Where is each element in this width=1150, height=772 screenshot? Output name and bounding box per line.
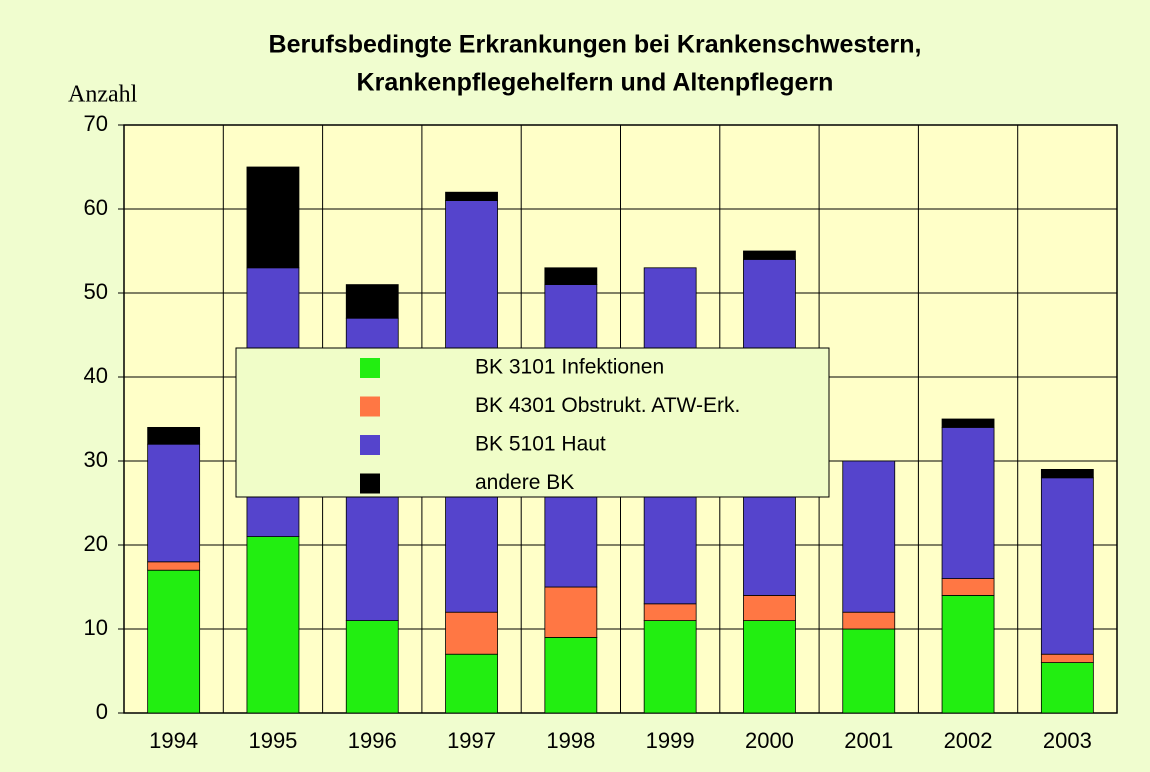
bar-segment — [1040, 477, 1094, 655]
bar-segment — [345, 284, 399, 319]
bar-segment — [1040, 653, 1094, 664]
bar-segment — [941, 426, 995, 579]
y-tick-label: 30 — [84, 447, 108, 472]
x-tick-label: 1994 — [149, 728, 198, 753]
bar-segment — [743, 620, 796, 714]
y-tick-label: 50 — [84, 279, 108, 304]
bar-segment — [147, 569, 201, 714]
y-tick-label: 60 — [84, 195, 108, 220]
bar-segment — [842, 628, 896, 714]
legend-label: BK 3101 Infektionen — [475, 356, 664, 379]
y-axis-label: Anzahl — [68, 82, 138, 108]
bar-segment — [445, 191, 498, 201]
x-tick-label: 2003 — [1043, 728, 1092, 753]
x-tick-label: 2000 — [745, 728, 794, 753]
x-tick-label: 2002 — [944, 728, 993, 753]
legend-label: andere BK — [475, 471, 574, 494]
bar-segment — [643, 620, 697, 714]
y-tick-label: 10 — [84, 615, 108, 640]
legend-swatch — [360, 435, 380, 455]
x-tick-label: 1995 — [248, 728, 297, 753]
bar-segment — [147, 426, 201, 445]
bar-segment — [246, 536, 300, 714]
bar-segment — [1040, 468, 1094, 479]
chart-title-line: Krankenpflegehelfern und Altenpflegern — [357, 69, 834, 97]
x-tick-label: 2001 — [844, 728, 893, 753]
legend-swatch — [360, 396, 380, 417]
legend-swatch — [360, 473, 380, 494]
x-tick-label: 1999 — [646, 728, 695, 753]
legend-swatch — [360, 358, 380, 378]
bar-segment — [147, 443, 201, 563]
bar-segment — [345, 620, 399, 714]
legend-box — [235, 347, 830, 498]
bar-segment — [941, 595, 995, 714]
bar-segment — [445, 653, 498, 714]
y-tick-label: 20 — [84, 531, 108, 556]
bar-segment — [147, 561, 201, 571]
bar-segment — [1040, 662, 1094, 714]
x-tick-label: 1997 — [447, 728, 496, 753]
y-tick-label: 70 — [84, 111, 108, 136]
bar-segment — [544, 586, 598, 638]
bar-segment — [246, 166, 300, 269]
bar-segment — [743, 595, 796, 622]
x-tick-label: 1998 — [546, 728, 595, 753]
y-tick-label: 0 — [96, 699, 108, 724]
bar-segment — [445, 611, 498, 655]
bar-segment — [544, 637, 598, 714]
legend-label: BK 4301 Obstrukt. ATW-Erk. — [475, 394, 740, 417]
chart-title-line: Berufsbedingte Erkrankungen bei Krankens… — [269, 31, 922, 59]
bar-segment — [643, 603, 697, 621]
x-tick-label: 1996 — [348, 728, 397, 753]
bar-segment — [842, 460, 896, 613]
legend-label: BK 5101 Haut — [475, 433, 606, 456]
bar-segment — [941, 418, 995, 428]
bar-segment — [544, 267, 598, 285]
y-tick-label: 40 — [84, 363, 108, 388]
bar-segment — [941, 578, 995, 596]
bar-segment — [842, 611, 896, 630]
bar-segment — [743, 250, 796, 260]
